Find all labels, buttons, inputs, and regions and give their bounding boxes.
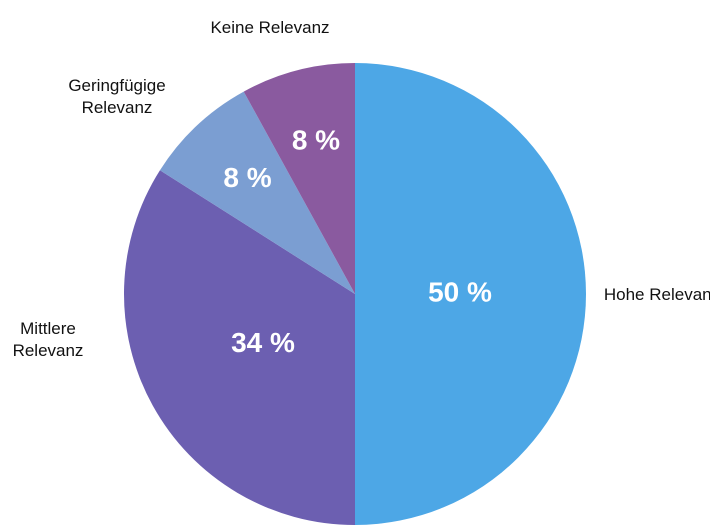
category-label: Hohe Relevanz bbox=[603, 285, 710, 304]
pie-slice bbox=[124, 170, 356, 526]
category-label: Geringfügige Relevanz bbox=[68, 76, 166, 117]
category-label: Keine Relevanz bbox=[210, 18, 330, 37]
value-label: 50 % bbox=[428, 276, 492, 307]
value-label: 34 % bbox=[231, 327, 295, 358]
pie-slice bbox=[159, 91, 355, 295]
pie-slice bbox=[355, 63, 586, 525]
pie-slice bbox=[243, 63, 355, 294]
value-label: 8 % bbox=[223, 162, 271, 193]
value-label: 8 % bbox=[292, 124, 340, 155]
category-label: Mittlere Relevanz bbox=[12, 319, 84, 360]
